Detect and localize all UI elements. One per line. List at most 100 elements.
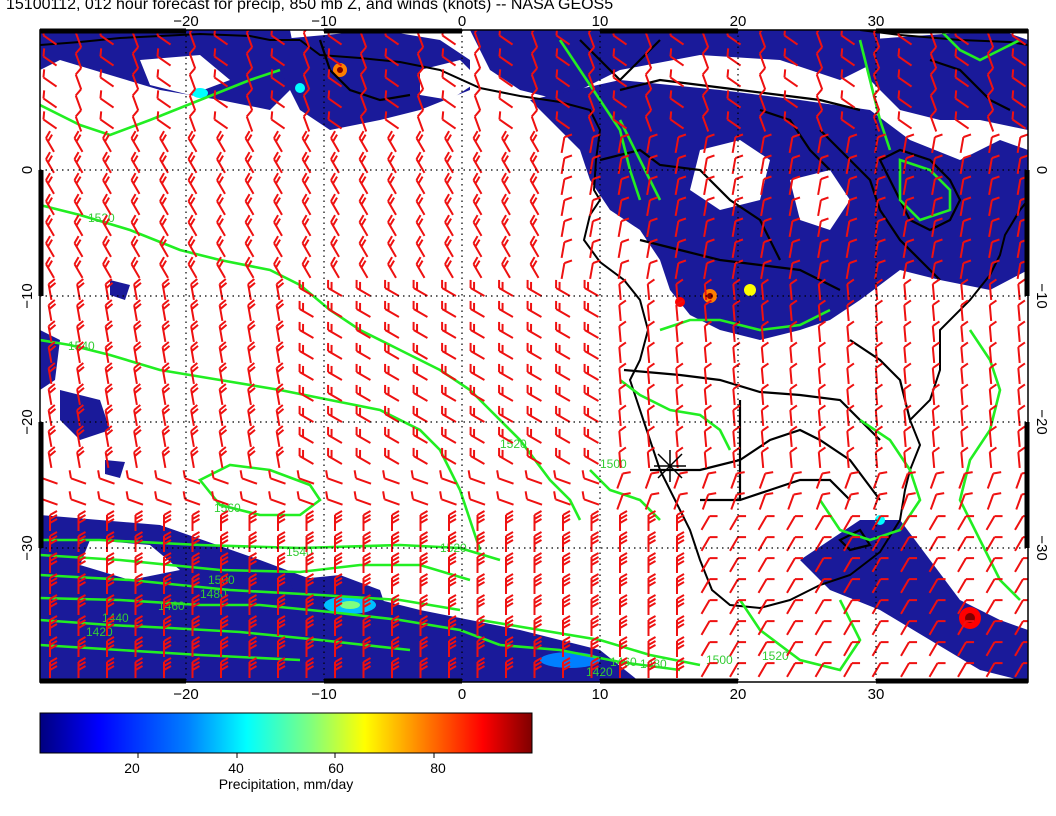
wind-barb bbox=[156, 90, 172, 109]
lon-tick-label: 20 bbox=[730, 13, 747, 30]
wind-barb bbox=[587, 109, 596, 132]
wind-barb bbox=[498, 426, 514, 444]
wind-barb bbox=[444, 130, 454, 153]
wind-barb bbox=[929, 471, 945, 489]
wind-barb bbox=[928, 515, 946, 531]
wind-barb bbox=[76, 425, 85, 448]
wind-barb bbox=[524, 491, 543, 506]
wind-barb bbox=[441, 426, 457, 444]
wind-barb bbox=[730, 471, 745, 489]
wind-barb bbox=[646, 362, 655, 385]
wind-barb bbox=[928, 578, 946, 594]
wind-barb bbox=[843, 557, 861, 573]
wind-barb bbox=[161, 404, 171, 427]
wind-barb bbox=[384, 384, 400, 402]
wind-barb bbox=[73, 256, 84, 279]
wind-barb bbox=[498, 48, 514, 67]
wind-barb bbox=[76, 278, 85, 301]
wind-barb bbox=[441, 447, 457, 465]
wind-barb bbox=[783, 48, 799, 67]
wind-barb bbox=[325, 470, 343, 485]
wind-barb bbox=[701, 67, 710, 90]
wind-barb bbox=[74, 109, 83, 132]
wind-barb bbox=[526, 363, 542, 381]
wind-barb bbox=[760, 299, 769, 322]
wind-barb bbox=[106, 552, 115, 573]
wind-barb bbox=[985, 515, 1003, 531]
lat-lon-grid bbox=[40, 30, 1028, 682]
wind-barb bbox=[327, 111, 343, 130]
wind-barb bbox=[789, 278, 798, 301]
wind-barb bbox=[384, 405, 400, 423]
wind-barb bbox=[700, 578, 718, 594]
wind-barb bbox=[757, 515, 775, 531]
wind-barb bbox=[560, 196, 573, 217]
wind-barb bbox=[444, 256, 454, 279]
wind-barb bbox=[817, 238, 829, 259]
wind-barb bbox=[589, 238, 601, 259]
wind-barb bbox=[647, 615, 656, 636]
wind-barb bbox=[444, 172, 454, 195]
wind-barb bbox=[960, 383, 969, 406]
wind-barb bbox=[760, 362, 769, 385]
wind-barb bbox=[419, 573, 428, 594]
wind-barb bbox=[646, 341, 655, 364]
wind-barb bbox=[845, 154, 858, 175]
wind-barb bbox=[555, 384, 571, 402]
wind-barb bbox=[786, 536, 804, 552]
wind-barb bbox=[957, 536, 975, 552]
wind-barb bbox=[476, 657, 485, 678]
wind-barb bbox=[843, 515, 861, 531]
wind-barb bbox=[846, 383, 855, 406]
wind-barb bbox=[590, 657, 599, 678]
wind-barb bbox=[581, 491, 600, 506]
wind-barb bbox=[327, 447, 343, 465]
wind-barb bbox=[275, 425, 285, 448]
wind-barb bbox=[676, 573, 685, 594]
wind-barb bbox=[673, 492, 688, 510]
wind-barb bbox=[45, 193, 55, 216]
wind-barb bbox=[248, 510, 257, 531]
wind-barb bbox=[562, 594, 571, 615]
wind-barb bbox=[845, 259, 858, 280]
wind-barb bbox=[247, 446, 256, 469]
wind-barb bbox=[441, 363, 457, 381]
wind-barb bbox=[277, 552, 286, 573]
wind-barb bbox=[817, 154, 829, 175]
wind-barb bbox=[562, 510, 571, 531]
wind-barb bbox=[817, 175, 829, 196]
wind-barb bbox=[187, 130, 198, 153]
wind-barb bbox=[76, 404, 85, 427]
wind-barb bbox=[760, 196, 772, 217]
wind-barb bbox=[501, 214, 511, 237]
wind-barb bbox=[220, 657, 229, 678]
wind-barb bbox=[334, 552, 343, 573]
wind-barb bbox=[731, 238, 744, 259]
lat-tick-label: −20 bbox=[1033, 409, 1050, 434]
wind-barb bbox=[871, 599, 889, 615]
wind-barb bbox=[732, 362, 741, 385]
wind-barb bbox=[355, 300, 371, 318]
wind-barb bbox=[815, 109, 824, 132]
wind-barb bbox=[159, 235, 169, 258]
wind-barb bbox=[334, 531, 343, 552]
wind-barb bbox=[788, 238, 801, 259]
colorbar-tick-label: 40 bbox=[228, 760, 244, 776]
wind-barb bbox=[104, 278, 114, 301]
wind-barb bbox=[526, 384, 542, 402]
wind-barb bbox=[959, 238, 972, 259]
wind-barb bbox=[130, 172, 141, 195]
wind-barb bbox=[330, 193, 340, 216]
wind-barb bbox=[362, 636, 371, 657]
wind-barb bbox=[646, 133, 658, 154]
wind-barb bbox=[182, 491, 201, 506]
wind-barb bbox=[786, 599, 804, 615]
wind-barb bbox=[106, 615, 115, 636]
wind-barb bbox=[330, 172, 340, 195]
wind-barb bbox=[412, 363, 428, 381]
wind-barb bbox=[387, 172, 397, 195]
lat-tick-label: 0 bbox=[19, 166, 36, 174]
wind-barb bbox=[988, 299, 997, 322]
wind-barb bbox=[104, 320, 114, 343]
wind-barb bbox=[843, 536, 861, 552]
